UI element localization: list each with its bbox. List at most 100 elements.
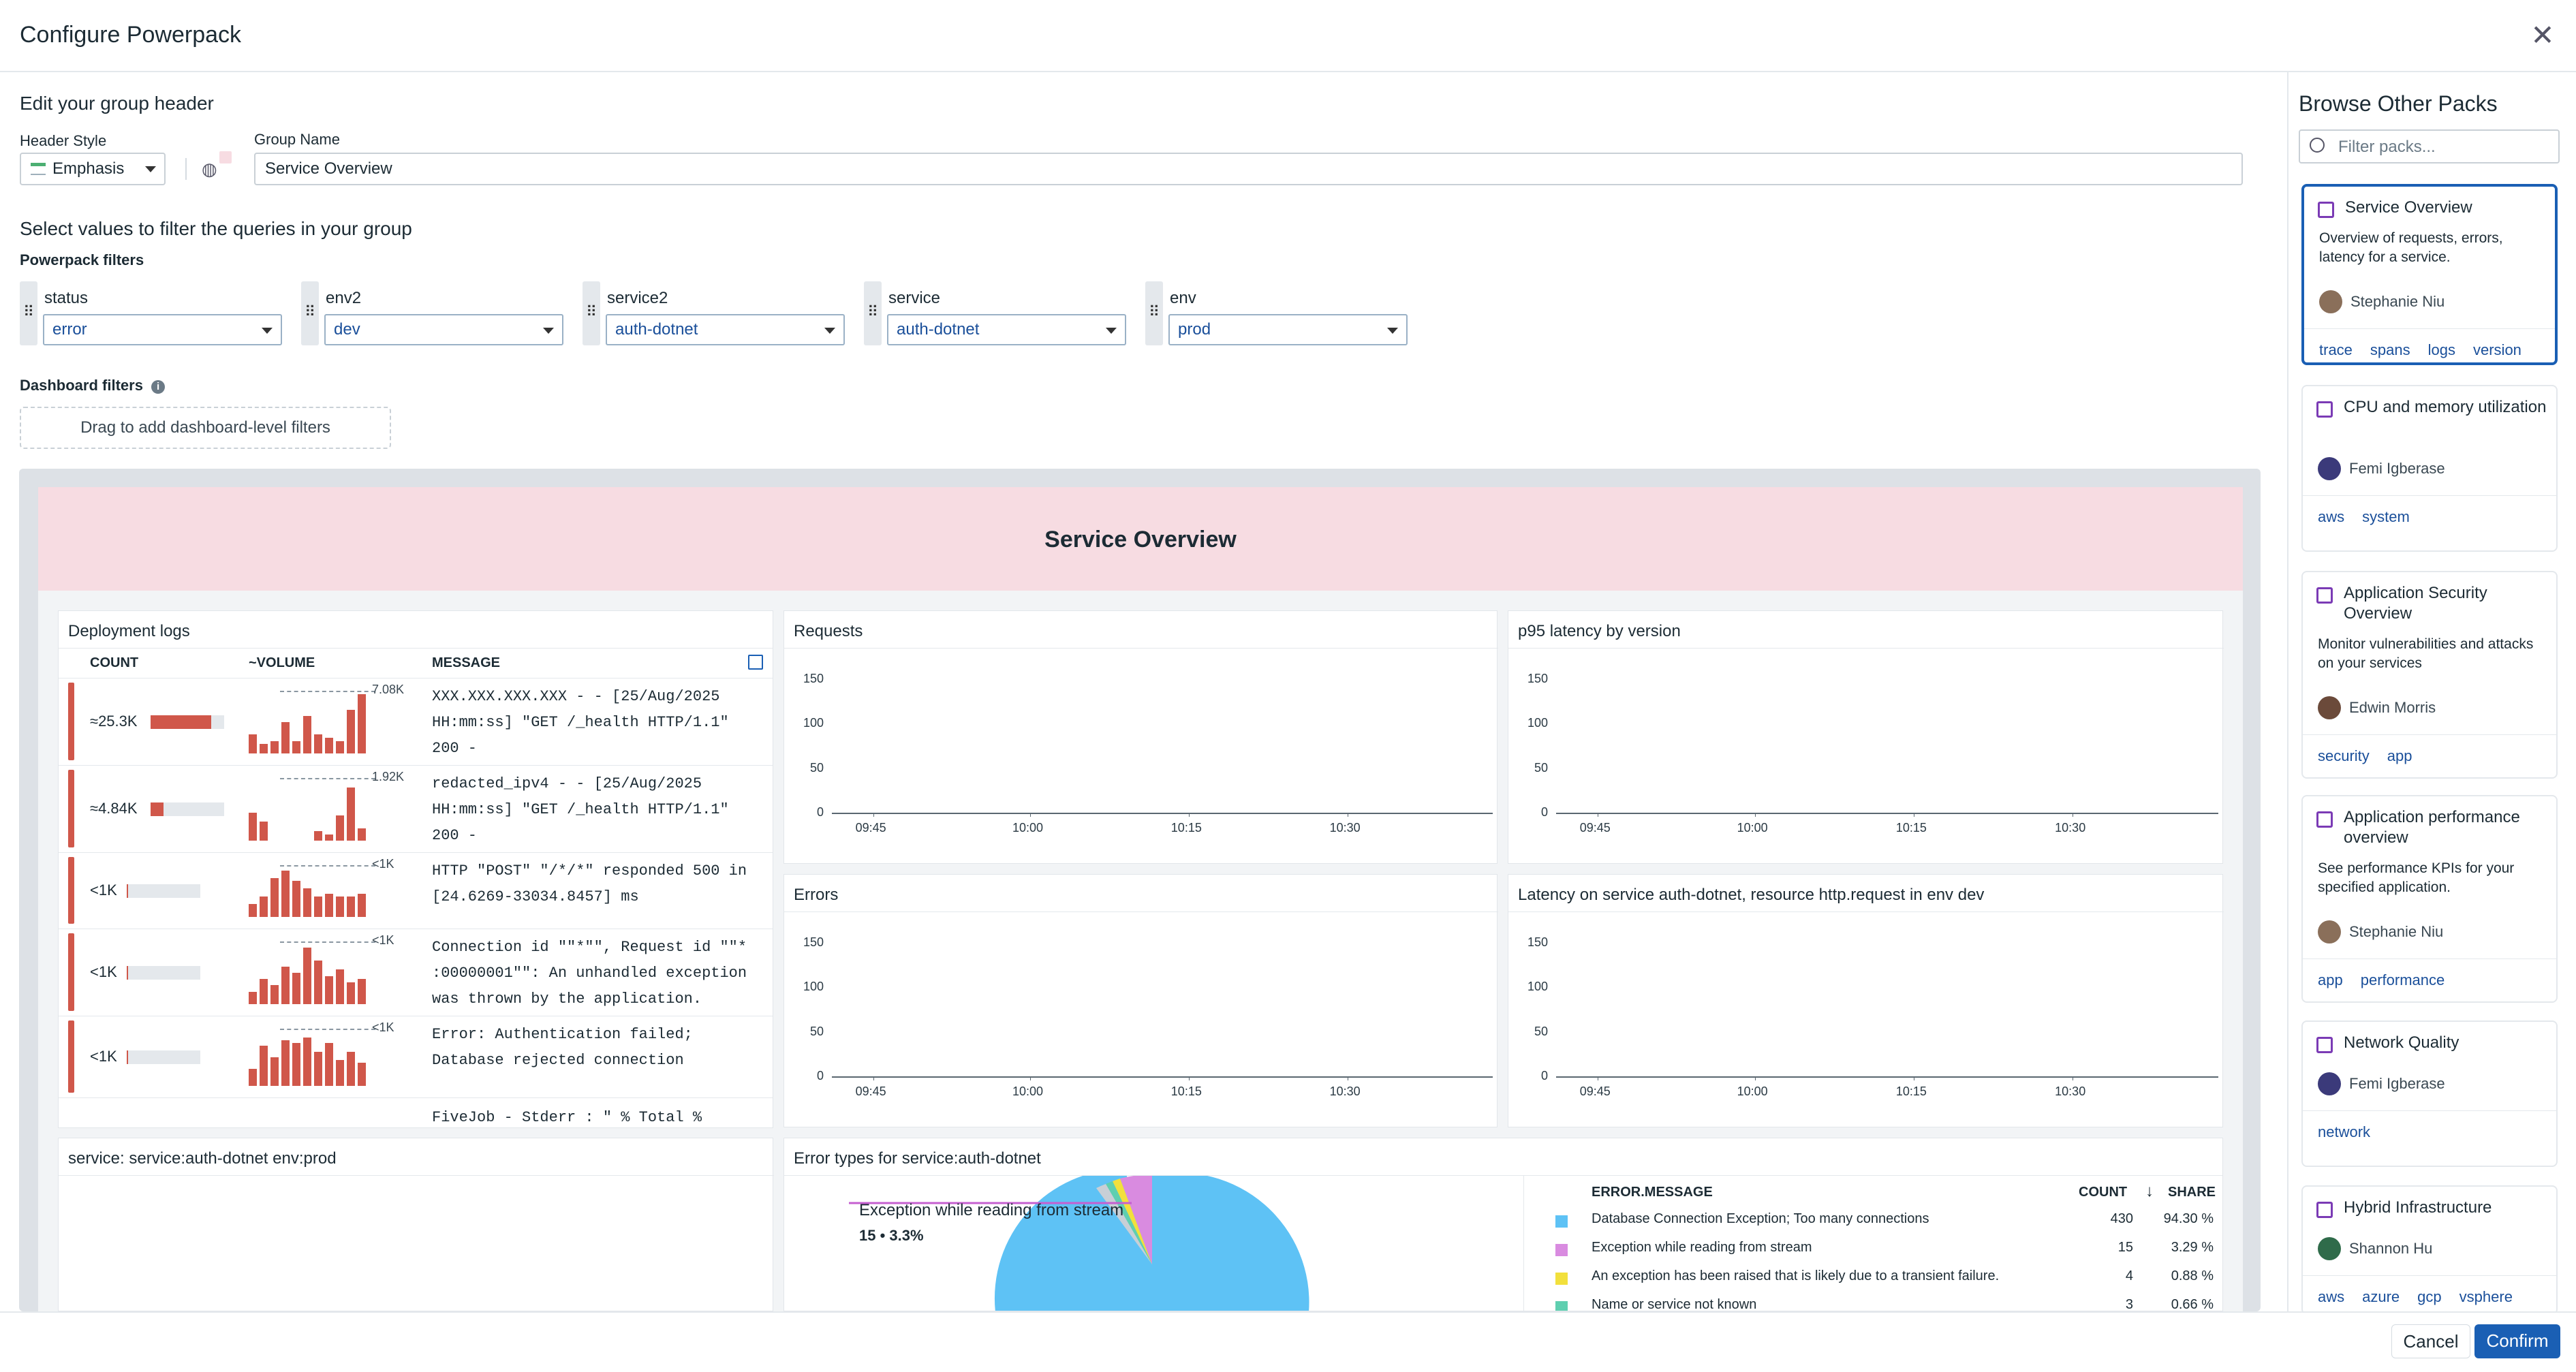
sort-arrow-icon[interactable]: ↓: [2145, 1182, 2154, 1200]
group-name-input[interactable]: Service Overview: [254, 153, 2243, 185]
pack-tag[interactable]: gcp: [2417, 1288, 2442, 1305]
pack-tag[interactable]: spans: [2370, 341, 2410, 358]
pack-tag[interactable]: aws: [2318, 508, 2345, 525]
volume-bar: [249, 812, 257, 841]
pack-tag[interactable]: vsphere: [2459, 1288, 2513, 1305]
filter-name-env2: env2: [326, 289, 362, 307]
drag-handle-icon[interactable]: ⠿: [20, 281, 37, 345]
filter-select-env2[interactable]: dev: [324, 314, 563, 345]
pack-search-input[interactable]: Filter packs...: [2299, 129, 2560, 163]
powerpack-icon: [2316, 401, 2333, 418]
error-share: 0.88 %: [2171, 1268, 2214, 1283]
volume-bar: [292, 1043, 300, 1086]
log-message-line: Connection id ""*"", Request id ""*: [432, 939, 747, 956]
chevron-down-icon: [1387, 328, 1398, 334]
pack-tag[interactable]: security: [2318, 747, 2370, 764]
header-style-select[interactable]: Emphasis: [20, 153, 166, 185]
volume-bar: [347, 709, 355, 753]
pack-tags: network: [2303, 1110, 2556, 1166]
count-bar: [151, 802, 224, 816]
drag-handle-icon[interactable]: ⠿: [301, 281, 319, 345]
count-bar: [151, 715, 224, 729]
log-row[interactable]: <1K <1K Error: Authentication failed; Datab…: [59, 1016, 773, 1097]
y-tick-label: 100: [803, 980, 824, 994]
filter-select-status[interactable]: error: [43, 314, 282, 345]
preview-banner: Service Overview: [38, 487, 2243, 591]
drag-handle-icon[interactable]: ⠿: [583, 281, 600, 345]
pack-tag[interactable]: performance: [2360, 971, 2445, 988]
log-row[interactable]: <1K <1K HTTP "POST" "/*/*" responded 500 i…: [59, 852, 773, 929]
pack-tag[interactable]: trace: [2319, 341, 2353, 358]
avatar: [2318, 696, 2341, 719]
panel-title: service: service:auth-dotnet env:prod: [68, 1149, 337, 1168]
error-count: 430: [2110, 1211, 2133, 1226]
info-icon[interactable]: i: [151, 380, 166, 394]
filter-select-service[interactable]: auth-dotnet: [887, 314, 1126, 345]
pie-slice-stream: [1120, 1176, 1152, 1264]
log-count: ≈4.84K: [90, 800, 138, 817]
pack-title: Hybrid Infrastructure: [2344, 1198, 2492, 1217]
pack-card[interactable]: Application performance overview See perf…: [2301, 795, 2558, 1003]
dashboard-filter-dropzone[interactable]: Drag to add dashboard-level filters: [20, 407, 391, 449]
pack-tag[interactable]: app: [2318, 971, 2343, 988]
filter-name-service2: service2: [607, 289, 668, 307]
log-message-line: was thrown by the application.: [432, 991, 702, 1008]
pack-tag[interactable]: logs: [2427, 341, 2455, 358]
x-tick: [1030, 1076, 1031, 1080]
volume-bar: [303, 715, 311, 753]
log-message-line: FiveJob - Stderr : " % Total %: [432, 1109, 702, 1126]
pack-card[interactable]: Application Security Overview Monitor vul…: [2301, 571, 2558, 779]
x-axis-line: [1556, 1076, 2218, 1078]
volume-bar: [314, 960, 322, 1004]
y-tick-label: 150: [803, 935, 824, 949]
count-bar-fill: [127, 884, 129, 898]
pack-tag[interactable]: version: [2473, 341, 2521, 358]
avatar: [2319, 290, 2342, 313]
volume-bar: [249, 991, 257, 1004]
drag-handle-icon[interactable]: ⠿: [1145, 281, 1163, 345]
pack-tag[interactable]: azure: [2362, 1288, 2400, 1305]
filter-select-service2[interactable]: auth-dotnet: [606, 314, 845, 345]
y-tick-label: 50: [809, 760, 824, 775]
errors-panel: Errors 150 100 50 0 09:45 10:00 10:15 10:30: [783, 874, 1498, 1127]
log-row[interactable]: ≈25.3K 7.08K XXX.XXX.XXX.XXX - - [25/Aug/2…: [59, 678, 773, 765]
filter-name-env: env: [1170, 289, 1196, 307]
x-tick: [873, 1076, 874, 1080]
pack-title: Network Quality: [2344, 1033, 2459, 1052]
filter-name-service: service: [888, 289, 941, 307]
volume-bar: [325, 1043, 333, 1086]
pack-tag[interactable]: app: [2387, 747, 2412, 764]
volume-bar: [325, 976, 333, 1004]
color-swatch[interactable]: [219, 151, 232, 163]
cancel-button[interactable]: Cancel: [2391, 1324, 2470, 1358]
pack-search-placeholder: Filter packs...: [2338, 138, 2436, 156]
header-style-value: Emphasis: [52, 159, 125, 178]
pack-card[interactable]: Hybrid Infrastructure Shannon Hu aws azure g…: [2301, 1185, 2558, 1315]
x-tick-label: 10:00: [1737, 1085, 1768, 1098]
palette-icon[interactable]: ◍: [202, 159, 217, 179]
log-row[interactable]: <1K <1K Connection id ""*"", Request id ""…: [59, 929, 773, 1016]
pack-tag[interactable]: system: [2362, 508, 2410, 525]
log-row[interactable]: FiveJob - Stderr : " % Total %: [59, 1097, 773, 1127]
x-axis-line: [1556, 813, 2218, 814]
confirm-button[interactable]: Confirm: [2474, 1324, 2560, 1358]
volume-bar: [270, 985, 279, 1004]
x-tick: [873, 813, 874, 817]
pack-description: Monitor vulnerabilities and attacks on y…: [2318, 636, 2534, 671]
y-tick-label: 50: [1534, 1024, 1548, 1038]
pack-tag[interactable]: aws: [2318, 1288, 2345, 1305]
peak-line: [280, 1029, 375, 1030]
filter-select-env[interactable]: prod: [1168, 314, 1408, 345]
pack-card[interactable]: CPU and memory utilization Femi Igberase a…: [2301, 385, 2558, 552]
chevron-down-icon: [145, 166, 156, 172]
pack-card[interactable]: Network Quality Femi Igberase network: [2301, 1020, 2558, 1167]
filter-name-status: status: [44, 289, 89, 307]
log-row[interactable]: ≈4.84K 1.92K redacted_ipv4 - - [25/Aug/202…: [59, 765, 773, 852]
close-icon[interactable]: ✕: [2530, 19, 2555, 51]
external-link-icon[interactable]: [748, 655, 763, 670]
powerpack-icon: [2316, 1202, 2333, 1218]
x-tick-label: 10:30: [2055, 1085, 2086, 1098]
drag-handle-icon[interactable]: ⠿: [864, 281, 882, 345]
pack-card[interactable]: Service Overview Overview of requests, er…: [2301, 184, 2558, 365]
pack-tag[interactable]: network: [2318, 1123, 2371, 1140]
